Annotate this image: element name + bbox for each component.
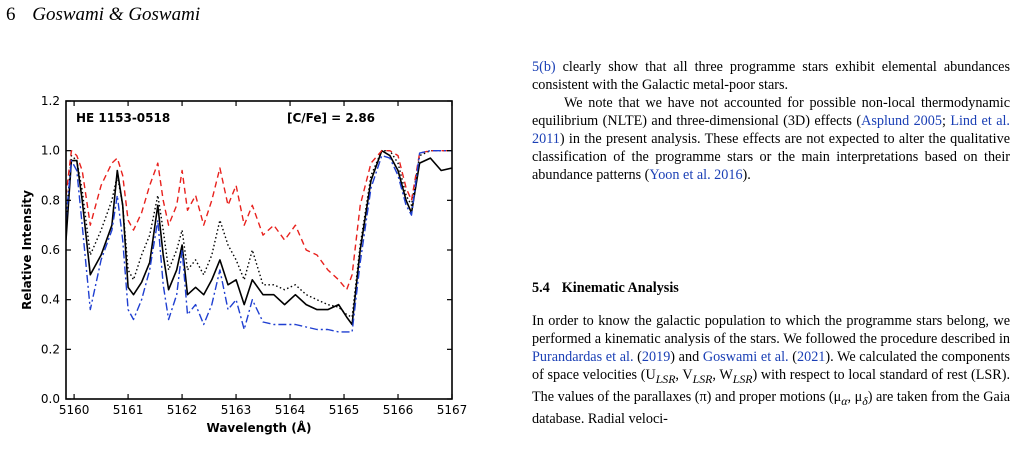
series-line-dashdot	[66, 149, 452, 333]
paragraph-2: We note that we have not accounted for p…	[532, 95, 1010, 183]
y-tick-label: 1.2	[41, 94, 60, 108]
y-tick-label: 0.4	[41, 293, 60, 307]
series-line-solid	[66, 149, 452, 326]
y-tick-label: 0.2	[41, 342, 60, 356]
carbon-abundance-annotation: [C/Fe] = 2.86	[287, 111, 375, 125]
ref-link-yoon[interactable]: Yoon et al. 2016	[649, 167, 743, 183]
series-line-dotted	[66, 149, 452, 318]
text-column-top: 5(b) clearly show that all three program…	[532, 58, 1010, 184]
spectrum-figure: 5160 5161 5162 5163 5164 5165 5166 5167 0.0 0.2 0.…	[20, 94, 468, 435]
x-tick-label: 5163	[221, 403, 252, 417]
section-number: 5.4	[532, 280, 550, 296]
fig-link[interactable]: 5(b)	[532, 59, 556, 75]
ref-link-goswami[interactable]: Goswami et al.	[702, 349, 789, 365]
x-tick-label: 5162	[167, 403, 198, 417]
y-tick-label: 0.8	[41, 193, 60, 207]
star-name-annotation: HE 1153-0518	[76, 111, 170, 125]
ref-link-2019[interactable]: 2019	[641, 349, 671, 365]
x-tick-label: 5160	[59, 403, 90, 417]
y-tick-label: 0.6	[41, 243, 60, 257]
paragraph-1: 5(b) clearly show that all three program…	[532, 59, 1010, 93]
ref-link-purandardas[interactable]: Purandardas et al.	[532, 349, 634, 365]
y-tick-label: 1.0	[41, 144, 60, 158]
y-tick-label: 0.0	[41, 392, 60, 406]
series-line-dashed	[66, 149, 452, 291]
x-axis-label: Wavelength (Å)	[207, 420, 312, 435]
y-axis-label: Relative Intensity	[20, 190, 34, 310]
running-authors: Goswami & Goswami	[32, 4, 201, 25]
section-title: Kinematic Analysis	[561, 280, 679, 296]
ref-link-lind[interactable]: Lind et al. 2011	[532, 113, 1010, 147]
x-tick-label: 5165	[329, 403, 360, 417]
x-tick-label: 5164	[275, 403, 306, 417]
paragraph-3: In order to know the galactic population…	[532, 313, 1011, 427]
section-heading: 5.4 Kinematic Analysis	[532, 280, 679, 297]
ref-link-2021[interactable]: 2021	[797, 349, 826, 365]
x-tick-label: 5167	[437, 403, 468, 417]
running-header: 6 Goswami & Goswami	[6, 4, 200, 26]
x-tick-label: 5166	[383, 403, 414, 417]
x-tick-label: 5161	[113, 403, 144, 417]
page-number: 6	[6, 4, 16, 25]
plot-frame	[65, 100, 453, 400]
ref-link-asplund[interactable]: Asplund 2005	[861, 113, 942, 129]
